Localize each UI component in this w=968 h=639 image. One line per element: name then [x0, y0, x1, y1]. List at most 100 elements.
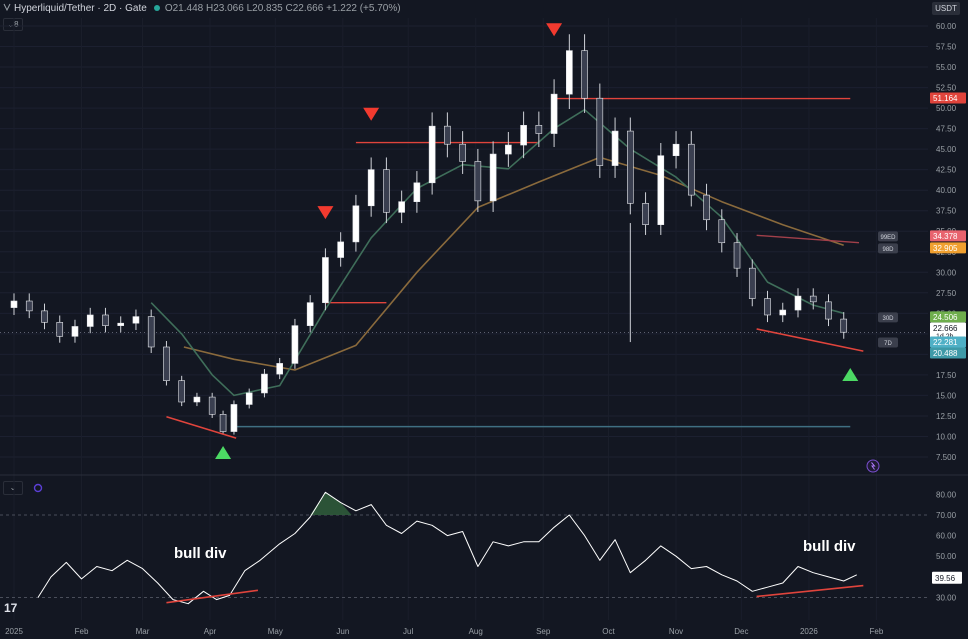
candle-body	[489, 153, 497, 202]
candle-body	[672, 143, 680, 157]
time-tick-label: Nov	[669, 627, 683, 636]
candle	[733, 233, 741, 277]
candle	[261, 369, 268, 398]
candle-body	[25, 300, 33, 312]
candle-body	[611, 130, 619, 166]
candle	[642, 192, 649, 235]
currency-badge[interactable]: USDT	[932, 2, 960, 15]
rsi-tick-label: 50.00	[936, 552, 957, 561]
candle	[596, 83, 604, 178]
price-label-text: 24.506	[933, 313, 958, 322]
menu-icon[interactable]	[3, 3, 11, 11]
price-label-text: 20.488	[933, 349, 958, 358]
candle	[444, 112, 451, 158]
candle	[550, 79, 558, 148]
candle-body	[86, 314, 94, 327]
price-label-51.164[interactable]: 51.164	[930, 92, 966, 104]
price-label-text: 22.281	[933, 338, 958, 347]
time-tick-label: Aug	[469, 627, 483, 636]
candle	[489, 141, 497, 212]
price-label-box	[930, 230, 966, 242]
rsi-current-value[interactable]: 39.56	[932, 571, 962, 584]
candle	[56, 315, 64, 343]
candle	[687, 131, 695, 207]
candle-body	[642, 203, 649, 225]
price-tick-label: 60.00	[936, 22, 957, 31]
candle	[459, 131, 466, 174]
ma-tag: 30D	[878, 312, 898, 323]
price-trendlines	[166, 328, 864, 439]
buy-signal-marker	[215, 446, 232, 459]
candle	[86, 307, 94, 334]
ma-tag-text: 30D	[882, 316, 894, 322]
rsi-value-text: 39.56	[935, 574, 956, 583]
rsi-overbought-fill	[310, 492, 352, 515]
ma-tag-text: 99ED	[880, 235, 896, 241]
price-tick-label: 17.50	[936, 371, 957, 380]
price-label-text: 22.666	[933, 324, 958, 333]
candle	[825, 294, 832, 327]
sell-signal-marker	[317, 206, 334, 220]
time-tick-label: May	[268, 627, 283, 636]
candle-body	[748, 267, 756, 299]
rsi-pane-collapse-button[interactable]: ⌄	[3, 481, 23, 495]
price-tick-label: 10.00	[936, 432, 957, 441]
price-divergence-trendline	[166, 416, 237, 439]
rsi-settings-icon[interactable]	[33, 483, 43, 493]
price-tick-label: 57.50	[936, 43, 957, 52]
candle-body	[444, 125, 451, 145]
grid-lines	[0, 18, 968, 620]
candle-body	[337, 241, 344, 258]
price-label-box	[930, 92, 966, 104]
time-tick-label: 2025	[5, 627, 23, 636]
price-tick-label: 7.500	[936, 453, 957, 462]
sell-signal-marker	[363, 107, 380, 121]
candle-body	[535, 125, 543, 134]
candle-body	[779, 309, 787, 316]
candle-body	[809, 295, 817, 303]
rsi-tick-label: 60.00	[936, 532, 957, 541]
price-label-34.378[interactable]: 34.378 99ED	[878, 230, 966, 242]
price-tick-label: 50.00	[936, 104, 957, 113]
candle-body	[428, 125, 436, 184]
candle-body	[261, 373, 268, 394]
price-label-24.506[interactable]: 24.506 30D	[878, 311, 966, 323]
price-label-text: 51.164	[933, 94, 958, 103]
price-label-text: 32.905	[933, 244, 958, 253]
candle-body	[718, 219, 726, 244]
time-axis-bg	[0, 621, 968, 639]
candle-body	[825, 301, 832, 320]
bull-div-annotation: bull div	[174, 545, 227, 562]
candle-body	[383, 169, 390, 213]
time-tick-label: Oct	[602, 627, 615, 636]
candle	[117, 316, 125, 333]
price-label-box	[930, 347, 966, 359]
candle	[367, 157, 375, 217]
rsi-pane: bull div bull div	[0, 491, 928, 605]
ma-tag: 7D	[878, 337, 898, 348]
candle	[10, 293, 18, 315]
candle-body	[102, 314, 109, 326]
price-label-32.905[interactable]: 32.905 98D	[878, 242, 966, 254]
market-status-icon	[153, 4, 160, 11]
candle	[611, 117, 619, 178]
symbol-title[interactable]: Hyperliquid/Tether · 2D · Gate	[14, 3, 147, 14]
price-label-20.488[interactable]: 20.488	[930, 347, 966, 359]
signal-markers	[215, 23, 859, 459]
candle	[306, 295, 314, 333]
candle-body	[245, 392, 253, 405]
indicator-collapse-button[interactable]: ⌄8	[3, 18, 23, 31]
alert-icon[interactable]	[866, 459, 880, 473]
price-label-22.281[interactable]: 22.281 7D	[878, 336, 966, 348]
buy-signal-marker	[842, 368, 859, 381]
price-tick-label: 40.00	[936, 186, 957, 195]
candle-body	[291, 325, 299, 364]
price-tick-label: 15.00	[936, 391, 957, 400]
time-tick-label: Jun	[336, 627, 349, 636]
price-label-text: 34.378	[933, 232, 958, 241]
rsi-tick-label: 80.00	[936, 490, 957, 499]
candle	[520, 111, 527, 159]
candle-body	[703, 194, 710, 221]
rsi-line	[37, 491, 858, 605]
